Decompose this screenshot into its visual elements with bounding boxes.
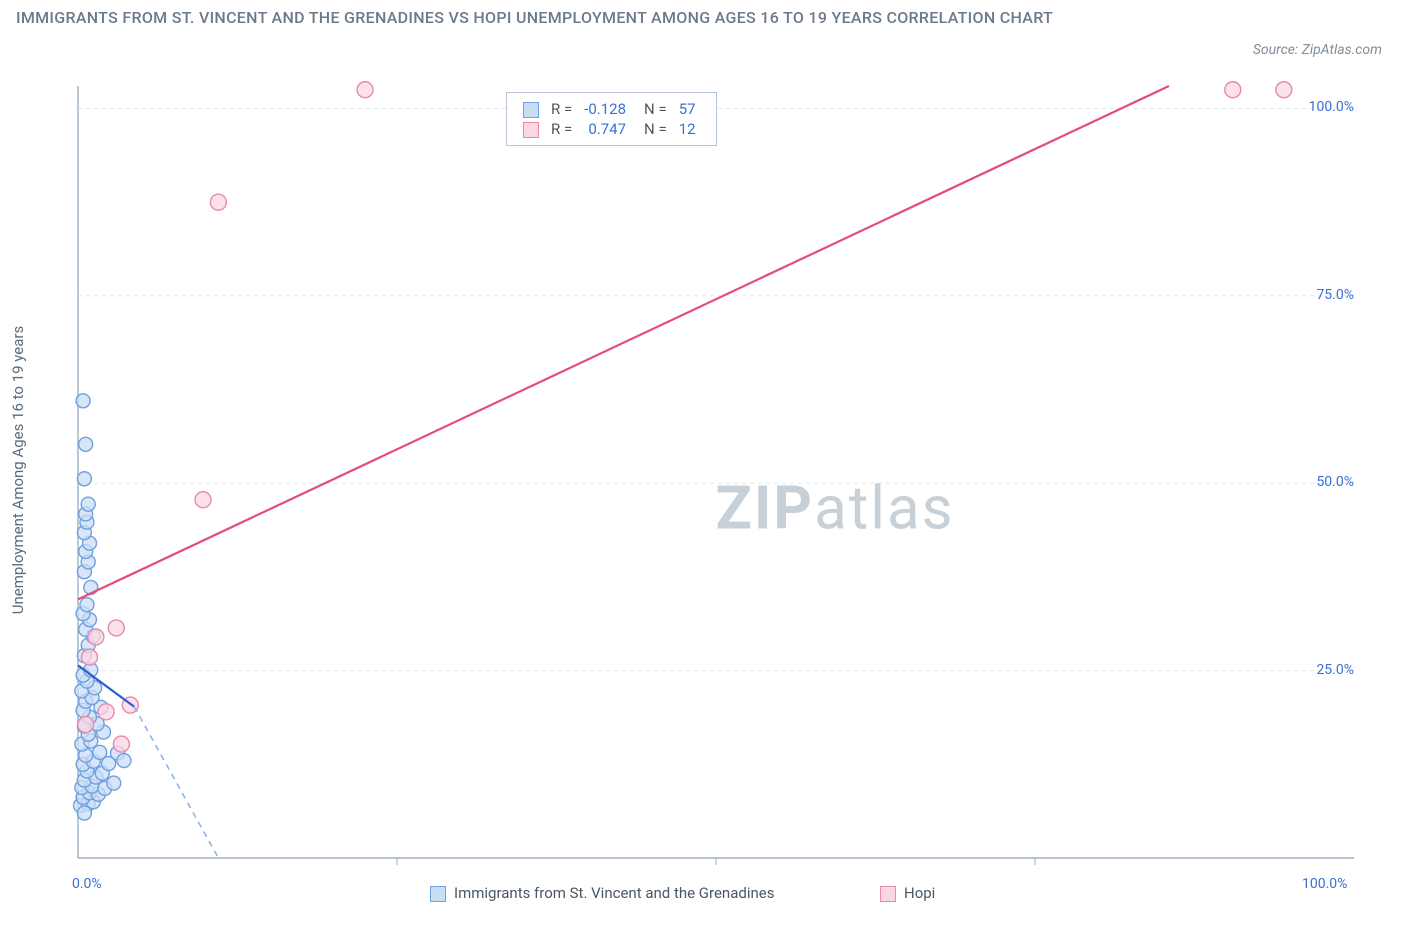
source-label: Source: ZipAtlas.com	[1253, 42, 1382, 58]
legend-swatch	[880, 886, 896, 902]
plot-area: ZIPatlas R =-0.128N =57R =0.747N =12	[60, 78, 1390, 878]
chart-title: IMMIGRANTS FROM ST. VINCENT AND THE GREN…	[16, 6, 1136, 29]
stats-row: R =-0.128N =57	[517, 99, 702, 119]
legend-item: Immigrants from St. Vincent and the Gren…	[430, 884, 774, 902]
y-axis-label: Unemployment Among Ages 16 to 19 years	[9, 326, 27, 614]
stats-row: R =0.747N =12	[517, 119, 702, 139]
scatter-plot-svg	[60, 78, 1390, 878]
legend-label: Hopi	[904, 884, 935, 902]
x-tick-label: 100.0%	[1302, 876, 1347, 892]
y-tick-label: 100.0%	[1298, 99, 1354, 115]
stats-table: R =-0.128N =57R =0.747N =12	[517, 99, 702, 139]
legend-swatch	[430, 886, 446, 902]
stats-legend-box: R =-0.128N =57R =0.747N =12	[506, 92, 717, 146]
y-tick-label: 25.0%	[1298, 662, 1354, 678]
chart-container: IMMIGRANTS FROM ST. VINCENT AND THE GREN…	[0, 0, 1406, 930]
y-tick-label: 50.0%	[1298, 474, 1354, 490]
y-tick-label: 75.0%	[1298, 287, 1354, 303]
legend-item: Hopi	[880, 884, 935, 902]
x-tick-label: 0.0%	[72, 876, 102, 892]
legend-label: Immigrants from St. Vincent and the Gren…	[454, 884, 774, 902]
